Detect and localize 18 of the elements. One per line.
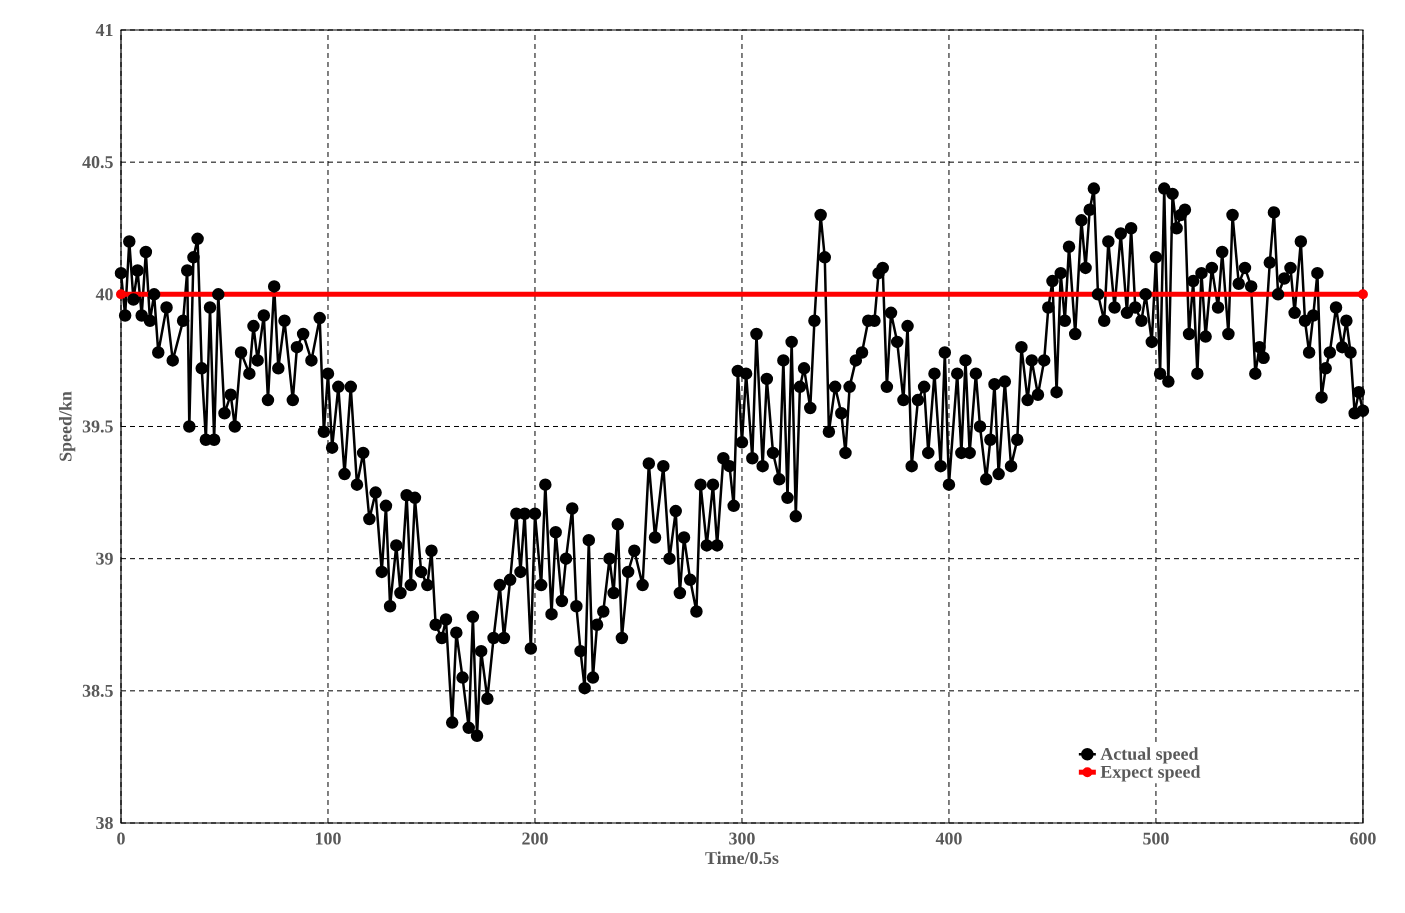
y-tick-label: 38 <box>96 816 113 830</box>
legend-label: Expect speed <box>1100 765 1201 782</box>
y-axis-title: Speed/kn <box>58 391 76 461</box>
x-axis-title: Time/0.5s <box>705 851 779 865</box>
x-tick-label: 0 <box>117 832 125 845</box>
x-tick-label: 100 <box>315 832 341 845</box>
x-tick-label: 300 <box>729 832 755 845</box>
y-tick-label: 40 <box>95 288 113 301</box>
x-tick-label: 600 <box>1350 832 1376 845</box>
y-tick-label: 39 <box>96 552 113 565</box>
y-tick-label: 41 <box>95 24 113 36</box>
x-tick-label: 200 <box>522 832 548 845</box>
x-tick-label: 400 <box>935 832 962 845</box>
y-tick-label: 40.5 <box>82 156 113 169</box>
x-tick-label: 500 <box>1143 832 1169 845</box>
legend-label: Actual speed <box>1100 747 1199 764</box>
y-tick-label: 38.5 <box>82 684 113 697</box>
y-tick-label: 39.5 <box>82 420 113 433</box>
